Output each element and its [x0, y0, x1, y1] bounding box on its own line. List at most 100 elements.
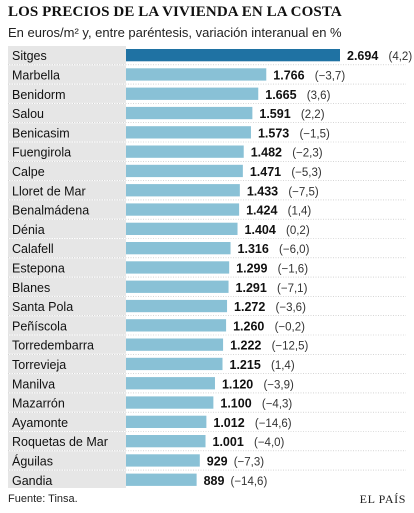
value-label-21: 929	[207, 454, 228, 468]
bar-18	[126, 396, 214, 409]
value-label-20: 1.001	[213, 435, 244, 449]
brand-logo: EL PAÍS	[359, 492, 406, 506]
value-label-17: 1.120	[222, 377, 253, 391]
bar-14	[126, 319, 227, 332]
value-label-22: 889	[204, 474, 225, 488]
row-shade-3	[8, 103, 126, 123]
source-note: Fuente: Tinsa.	[8, 493, 78, 505]
variation-label-2: (3,6)	[307, 90, 331, 102]
chart-subtitle: En euros/m² y, entre paréntesis, variaci…	[8, 25, 342, 40]
value-label-4: 1.573	[258, 126, 289, 140]
category-label-7: Lloret de Mar	[12, 184, 86, 198]
bar-17	[126, 377, 215, 390]
row-shade-17	[8, 374, 126, 393]
value-label-14: 1.260	[233, 319, 264, 333]
row-shade-16	[8, 354, 126, 374]
row-shade-5	[8, 142, 126, 161]
variation-label-20: (−4,0)	[254, 437, 285, 449]
bar-1	[126, 68, 267, 81]
variation-label-18: (−4,3)	[262, 399, 293, 411]
variation-label-15: (−12,5)	[272, 341, 309, 353]
variation-label-21: (−7,3)	[234, 456, 265, 468]
bar-2	[126, 87, 259, 100]
variation-label-11: (−1,6)	[278, 263, 309, 275]
category-label-13: Santa Pola	[12, 300, 73, 314]
category-label-16: Torrevieja	[12, 358, 66, 372]
category-label-2: Benidorm	[12, 88, 66, 102]
category-label-15: Torredembarra	[12, 339, 94, 353]
row-shade-14	[8, 316, 126, 335]
value-label-6: 1.471	[250, 165, 281, 179]
category-label-9: Dénia	[12, 223, 45, 237]
row-shade-0	[8, 46, 126, 65]
bar-22	[126, 473, 197, 486]
variation-label-4: (−1,5)	[299, 128, 330, 140]
variation-label-19: (−14,6)	[255, 418, 292, 430]
row-shade-8	[8, 200, 126, 219]
variation-label-22: (−14,6)	[231, 476, 268, 488]
category-label-10: Calafell	[12, 242, 54, 256]
category-label-14: Peñíscola	[12, 319, 67, 333]
category-label-4: Benicasim	[12, 126, 70, 140]
chart-title: LOS PRECIOS DE LA VIVIENDA EN LA COSTA	[8, 4, 342, 20]
category-label-5: Fuengirola	[12, 146, 71, 160]
row-shade-12	[8, 277, 126, 296]
bar-11	[126, 261, 230, 274]
bar-7	[126, 184, 240, 197]
variation-label-17: (−3,9)	[263, 379, 294, 391]
row-shade-18	[8, 393, 126, 412]
category-label-1: Marbella	[12, 68, 60, 82]
variation-label-10: (−6,0)	[279, 244, 310, 256]
variation-label-16: (1,4)	[271, 360, 295, 372]
variation-label-14: (−0,2)	[275, 321, 306, 333]
row-shade-19	[8, 412, 126, 431]
bar-16	[126, 357, 223, 371]
row-shade-21	[8, 451, 126, 470]
value-label-9: 1.404	[245, 223, 276, 237]
category-label-6: Calpe	[12, 165, 45, 179]
category-label-8: Benalmádena	[12, 204, 89, 218]
value-label-13: 1.272	[234, 300, 265, 314]
bar-chart: Sitges Marbella Benidorm Salou Benicasim Fuen…	[8, 46, 413, 488]
value-label-7: 1.433	[247, 184, 278, 198]
value-label-1: 1.766	[273, 68, 304, 82]
bar-3	[126, 106, 253, 120]
category-label-22: Gandia	[12, 474, 52, 488]
value-label-16: 1.215	[230, 358, 261, 372]
row-shade-1	[8, 65, 126, 84]
variation-label-8: (1,4)	[288, 206, 312, 218]
row-shade-13	[8, 296, 126, 316]
row-shade-20	[8, 432, 126, 451]
bar-19	[126, 415, 207, 428]
variation-label-3: (2,2)	[301, 109, 325, 121]
value-label-5: 1.482	[251, 146, 282, 160]
bar-0	[126, 49, 340, 62]
category-label-12: Blanes	[12, 281, 50, 295]
variation-label-9: (0,2)	[286, 225, 310, 237]
value-label-2: 1.665	[265, 88, 296, 102]
category-label-20: Roquetas de Mar	[12, 435, 108, 449]
bar-4	[126, 126, 251, 139]
category-label-18: Mazarrón	[12, 397, 65, 411]
value-label-12: 1.291	[236, 281, 267, 295]
row-shade-15	[8, 335, 126, 354]
row-shade-7	[8, 181, 126, 200]
variation-label-0: (4,2)	[389, 51, 413, 63]
category-label-0: Sitges	[12, 49, 47, 63]
variation-label-1: (−3,7)	[315, 70, 346, 82]
row-shade-9	[8, 219, 126, 238]
value-label-10: 1.316	[238, 242, 269, 256]
bar-20	[126, 435, 206, 448]
value-label-19: 1.012	[213, 416, 244, 430]
value-label-15: 1.222	[230, 339, 261, 353]
bar-12	[126, 280, 229, 293]
value-label-3: 1.591	[259, 107, 290, 121]
value-label-8: 1.424	[246, 204, 277, 218]
category-label-11: Estepona	[12, 261, 65, 275]
bar-15	[126, 338, 224, 351]
bar-5	[126, 145, 244, 158]
variation-label-13: (−3,6)	[276, 302, 307, 314]
category-label-19: Ayamonte	[12, 416, 68, 430]
category-label-17: Manilva	[12, 377, 55, 391]
bar-13	[126, 299, 228, 313]
